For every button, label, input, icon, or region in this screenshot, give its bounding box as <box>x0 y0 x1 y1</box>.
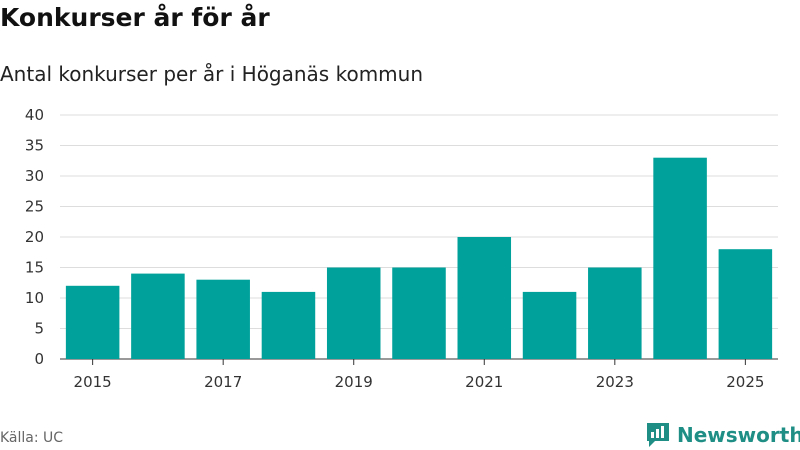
bar-2024 <box>653 157 707 359</box>
chart-title: Konkurser år för år <box>0 3 270 32</box>
bar-2023 <box>588 267 642 359</box>
y-axis-ticks: 0 5 10 15 20 25 30 35 40 <box>25 106 44 368</box>
y-tick-label: 20 <box>25 228 44 246</box>
newsworthy-logo: Newsworthy <box>645 420 800 450</box>
bar-2019 <box>326 267 381 359</box>
y-tick-label: 35 <box>25 137 44 155</box>
source-note: Källa: UC <box>0 430 64 446</box>
y-tick-label: 10 <box>25 289 44 307</box>
x-axis-ticks: 2015 2017 2019 2021 2023 2025 <box>74 359 764 391</box>
chart-subtitle: Antal konkurser per år i Höganäs kommun <box>0 62 424 86</box>
x-tick-label: 2019 <box>335 373 373 391</box>
bar-2018 <box>261 291 316 359</box>
y-tick-label: 5 <box>34 320 44 338</box>
bars <box>65 157 773 359</box>
bar-2020 <box>392 267 446 359</box>
y-tick-label: 25 <box>25 198 44 216</box>
x-tick-label: 2015 <box>74 373 112 391</box>
x-tick-label: 2023 <box>596 373 634 391</box>
y-tick-label: 40 <box>25 106 44 124</box>
bar-2016 <box>131 273 185 359</box>
bar-2025 <box>718 249 773 359</box>
x-tick-label: 2017 <box>204 373 242 391</box>
y-tick-label: 15 <box>25 259 44 277</box>
newsworthy-logo-icon <box>647 423 669 447</box>
brand-name: Newsworthy <box>677 423 800 447</box>
bar-2022 <box>522 291 577 359</box>
y-tick-label: 30 <box>25 167 44 185</box>
bar-2017 <box>196 279 250 359</box>
x-tick-label: 2021 <box>465 373 503 391</box>
y-tick-label: 0 <box>34 350 44 368</box>
x-tick-label: 2025 <box>726 373 764 391</box>
bar-2021 <box>457 237 512 359</box>
bar-2015 <box>65 285 120 359</box>
